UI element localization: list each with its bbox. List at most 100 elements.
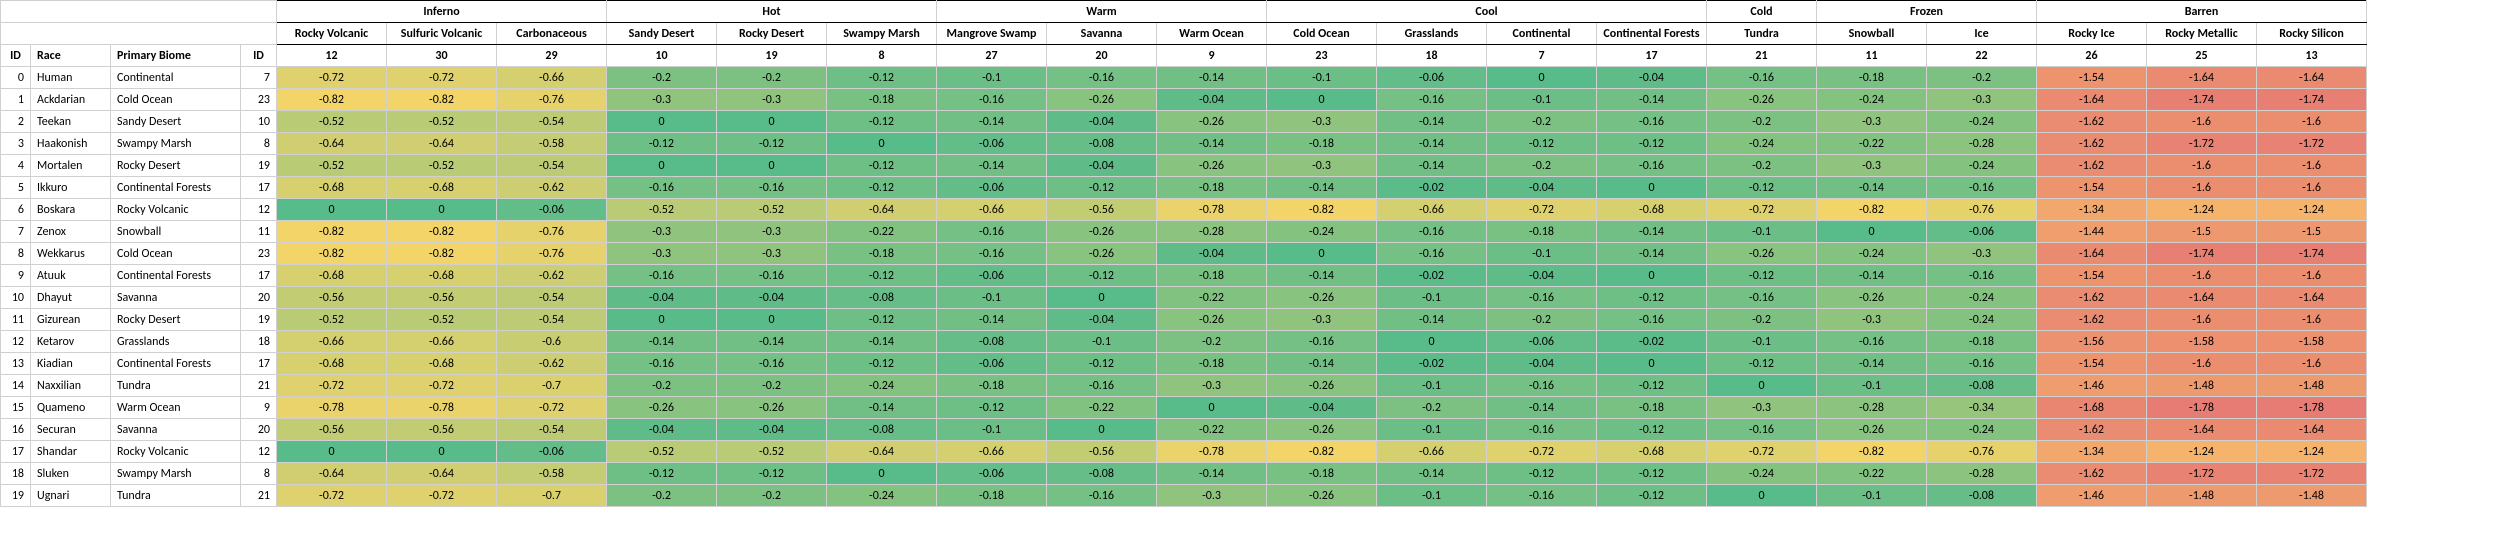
cell: -1.6 — [2147, 177, 2257, 199]
group-barren: Barren — [2037, 1, 2367, 23]
row-race: Zenox — [31, 221, 111, 243]
row-id: 0 — [1, 67, 31, 89]
data-body: 0HumanContinental7-0.72-0.72-0.66-0.2-0.… — [1, 67, 2367, 507]
cell: -0.1 — [1377, 287, 1487, 309]
cell: -1.56 — [2037, 331, 2147, 353]
cell: -1.62 — [2037, 133, 2147, 155]
cell: -0.22 — [827, 221, 937, 243]
row-race: Wekkarus — [31, 243, 111, 265]
group-warm: Warm — [937, 1, 1267, 23]
row-race: Boskara — [31, 199, 111, 221]
cell: -0.72 — [277, 67, 387, 89]
cell: -0.18 — [937, 375, 1047, 397]
cell: -1.72 — [2147, 133, 2257, 155]
cell: -0.14 — [937, 155, 1047, 177]
cell: -0.12 — [1707, 177, 1817, 199]
cell: -1.64 — [2037, 243, 2147, 265]
cell: -0.12 — [1047, 177, 1157, 199]
cell: -0.52 — [277, 309, 387, 331]
cell: -0.12 — [1597, 463, 1707, 485]
cell: -0.22 — [1157, 419, 1267, 441]
table-row: 7ZenoxSnowball11-0.82-0.82-0.76-0.3-0.3-… — [1, 221, 2367, 243]
cell: -0.76 — [1927, 199, 2037, 221]
cell: -0.24 — [1707, 133, 1817, 155]
cell: -1.58 — [2257, 331, 2367, 353]
cell: -0.12 — [937, 397, 1047, 419]
row-biome: Rocky Desert — [111, 155, 241, 177]
cell: -0.26 — [1047, 221, 1157, 243]
row-bid: 20 — [241, 419, 277, 441]
col-id-23: 23 — [1267, 45, 1377, 67]
cell: -1.6 — [2147, 353, 2257, 375]
cell: -1.72 — [2257, 463, 2367, 485]
col-id-17: 17 — [1597, 45, 1707, 67]
cell: -1.64 — [2147, 419, 2257, 441]
cell: -0.1 — [1707, 221, 1817, 243]
row-id: 16 — [1, 419, 31, 441]
row-bid: 23 — [241, 243, 277, 265]
row-id: 19 — [1, 485, 31, 507]
cell: 0 — [1047, 419, 1157, 441]
cell: -0.68 — [387, 353, 497, 375]
cell: -0.14 — [1377, 155, 1487, 177]
cell: -0.68 — [277, 353, 387, 375]
cell: -0.24 — [1927, 155, 2037, 177]
cell: -1.74 — [2257, 243, 2367, 265]
cell: -0.12 — [1597, 375, 1707, 397]
cell: -0.76 — [497, 221, 607, 243]
cell: -0.06 — [937, 133, 1047, 155]
cell: -0.62 — [497, 353, 607, 375]
cell: -0.12 — [827, 265, 937, 287]
cell: -0.14 — [1487, 397, 1597, 419]
header-row-groups: InfernoHotWarmCoolColdFrozenBarren — [1, 1, 2367, 23]
row-bid: 17 — [241, 265, 277, 287]
cell: -0.56 — [1047, 441, 1157, 463]
row-bid: 19 — [241, 155, 277, 177]
cell: -0.28 — [1817, 397, 1927, 419]
cell: -0.66 — [277, 331, 387, 353]
cell: -0.3 — [1157, 375, 1267, 397]
cell: -0.16 — [1487, 419, 1597, 441]
table-row: 9AtuukContinental Forests17-0.68-0.68-0.… — [1, 265, 2367, 287]
row-id: 3 — [1, 133, 31, 155]
cell: -0.82 — [277, 243, 387, 265]
cell: -0.28 — [1927, 463, 2037, 485]
row-bid: 20 — [241, 287, 277, 309]
table-row: 6BoskaraRocky Volcanic1200-0.06-0.52-0.5… — [1, 199, 2367, 221]
row-biome: Savanna — [111, 419, 241, 441]
cell: -0.12 — [827, 111, 937, 133]
cell: -0.02 — [1377, 177, 1487, 199]
cell: -0.58 — [497, 463, 607, 485]
cell: 0 — [277, 441, 387, 463]
col-id-19: 19 — [717, 45, 827, 67]
cell: -0.78 — [1157, 441, 1267, 463]
hdr-biome: Primary Biome — [111, 45, 241, 67]
cell: -1.62 — [2037, 287, 2147, 309]
table-row: 15QuamenoWarm Ocean9-0.78-0.78-0.72-0.26… — [1, 397, 2367, 419]
cell: -0.24 — [1927, 111, 2037, 133]
cell: -1.54 — [2037, 265, 2147, 287]
cell: -0.16 — [1817, 331, 1927, 353]
cell: -0.66 — [937, 199, 1047, 221]
cell: -1.46 — [2037, 485, 2147, 507]
cell: -0.2 — [1487, 155, 1597, 177]
cell: -0.54 — [497, 419, 607, 441]
cell: -0.16 — [607, 265, 717, 287]
col-id-8: 8 — [827, 45, 937, 67]
col-id-13: 13 — [2257, 45, 2367, 67]
cell: -0.08 — [827, 287, 937, 309]
cell: -0.54 — [497, 155, 607, 177]
cell: -0.1 — [1047, 331, 1157, 353]
cell: -0.16 — [1487, 287, 1597, 309]
cell: -1.5 — [2147, 221, 2257, 243]
cell: -0.14 — [937, 309, 1047, 331]
cell: -0.72 — [1707, 441, 1817, 463]
cell: 0 — [607, 111, 717, 133]
row-biome: Grasslands — [111, 331, 241, 353]
blank-corner — [1, 1, 277, 23]
cell: -1.24 — [2257, 441, 2367, 463]
cell: -0.26 — [607, 397, 717, 419]
table-row: 11GizureanRocky Desert19-0.52-0.52-0.540… — [1, 309, 2367, 331]
cell: -0.1 — [1817, 485, 1927, 507]
cell: -0.04 — [1047, 155, 1157, 177]
